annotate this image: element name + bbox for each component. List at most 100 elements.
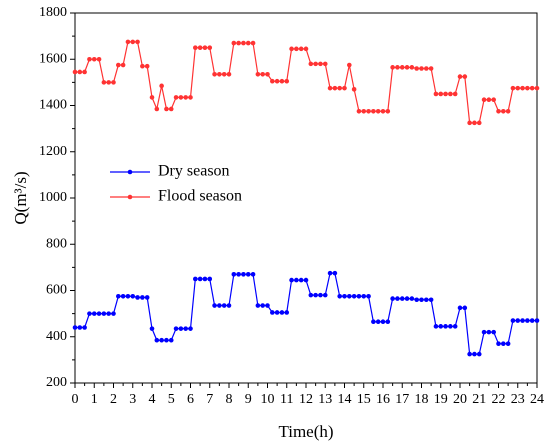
data-point xyxy=(140,295,145,300)
data-point xyxy=(452,91,458,97)
data-point xyxy=(424,297,429,303)
data-point xyxy=(125,39,131,45)
data-point xyxy=(505,108,511,114)
data-point xyxy=(77,69,83,75)
data-point xyxy=(395,296,400,301)
data-point xyxy=(486,97,492,103)
data-point xyxy=(289,46,294,52)
data-point xyxy=(193,45,198,50)
data-point xyxy=(481,329,487,335)
data-point xyxy=(226,303,232,308)
data-point xyxy=(164,106,169,112)
data-point xyxy=(241,272,246,277)
series-line xyxy=(75,41,537,124)
data-point xyxy=(529,85,535,91)
data-point xyxy=(284,78,290,84)
data-point xyxy=(448,91,453,97)
data-point xyxy=(467,351,472,357)
data-point xyxy=(525,318,530,323)
legend-label: Dry season xyxy=(158,163,230,180)
data-point xyxy=(385,319,391,325)
data-point xyxy=(270,78,275,84)
x-tick-label: 7 xyxy=(206,392,213,407)
x-tick-label: 23 xyxy=(511,392,525,407)
data-point xyxy=(250,272,256,277)
y-tick-label: 1200 xyxy=(39,144,67,159)
data-point xyxy=(168,106,174,112)
data-point xyxy=(491,329,496,335)
data-point xyxy=(472,351,477,357)
data-point xyxy=(116,62,121,68)
data-point xyxy=(188,95,193,100)
y-tick-label: 1800 xyxy=(39,5,67,20)
x-tick-label: 20 xyxy=(453,392,467,407)
x-tick-label: 17 xyxy=(395,392,409,407)
data-point xyxy=(111,311,116,316)
data-point xyxy=(298,46,304,52)
data-point xyxy=(399,296,405,301)
data-point xyxy=(476,351,482,357)
legend-marker xyxy=(127,194,133,200)
data-point xyxy=(289,277,294,283)
data-point xyxy=(452,324,458,329)
data-point xyxy=(505,341,511,346)
y-tick-label: 800 xyxy=(46,236,67,251)
data-point xyxy=(279,310,285,315)
data-point xyxy=(390,296,395,301)
data-point xyxy=(207,276,213,282)
data-point xyxy=(322,292,328,298)
data-point xyxy=(87,56,92,62)
data-point xyxy=(414,297,419,303)
data-point xyxy=(250,40,256,46)
data-point xyxy=(120,62,126,68)
data-point xyxy=(217,71,222,77)
data-point xyxy=(481,97,487,103)
data-point xyxy=(178,95,184,100)
data-point xyxy=(101,311,107,316)
data-point xyxy=(428,297,434,303)
data-point xyxy=(279,78,285,84)
data-point xyxy=(409,296,415,301)
data-point xyxy=(529,318,535,323)
x-tick-label: 5 xyxy=(168,392,175,407)
data-point xyxy=(380,108,386,114)
data-point xyxy=(496,108,501,114)
data-point xyxy=(303,46,309,52)
data-point xyxy=(212,71,217,77)
y-tick-label: 400 xyxy=(46,329,67,344)
data-point xyxy=(366,108,371,114)
y-tick-label: 1000 xyxy=(39,190,67,205)
data-point xyxy=(135,39,140,45)
x-tick-label: 2 xyxy=(110,392,117,407)
data-point xyxy=(308,61,314,67)
data-point xyxy=(375,319,381,325)
x-tick-label: 1 xyxy=(91,392,98,407)
data-point xyxy=(106,311,111,316)
data-point xyxy=(347,293,352,299)
data-point xyxy=(438,324,444,329)
data-point xyxy=(82,69,87,75)
data-point xyxy=(125,293,131,299)
legend-marker xyxy=(127,169,133,175)
data-point xyxy=(193,276,198,282)
x-tick-label: 12 xyxy=(299,392,313,407)
data-point xyxy=(385,108,391,114)
data-point xyxy=(366,293,371,299)
data-point xyxy=(404,296,410,301)
data-point xyxy=(356,293,362,299)
data-point xyxy=(510,85,516,91)
data-point xyxy=(294,277,299,283)
data-point xyxy=(515,318,521,323)
data-point xyxy=(313,292,318,298)
data-point xyxy=(294,46,299,52)
series-line xyxy=(75,272,537,355)
x-tick-label: 13 xyxy=(318,392,332,407)
data-point xyxy=(486,329,492,335)
data-point xyxy=(467,120,472,126)
data-point xyxy=(501,341,506,346)
data-point xyxy=(472,120,477,126)
data-point xyxy=(168,337,174,343)
y-tick-label: 200 xyxy=(46,375,67,390)
data-point xyxy=(433,324,439,329)
data-point xyxy=(245,272,251,277)
